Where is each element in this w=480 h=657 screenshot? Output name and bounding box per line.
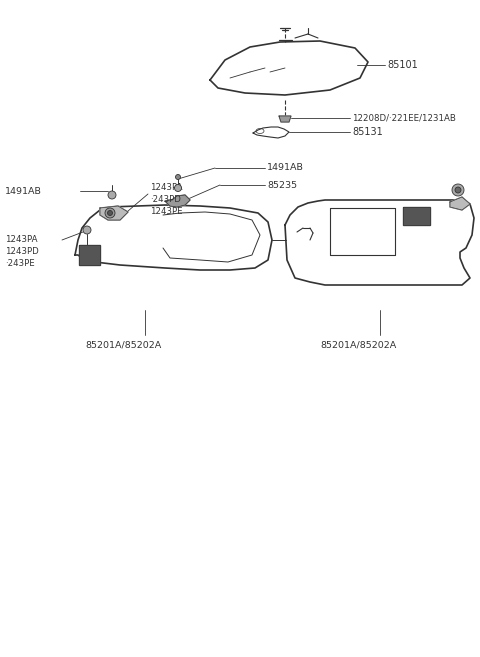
Text: 85201A/85202A: 85201A/85202A — [85, 340, 161, 350]
Text: ·243PD: ·243PD — [150, 196, 181, 204]
Text: 1243PA: 1243PA — [5, 235, 37, 244]
Text: 1491AB: 1491AB — [5, 187, 42, 196]
Circle shape — [176, 175, 180, 179]
Polygon shape — [279, 116, 291, 122]
Circle shape — [108, 191, 116, 199]
Circle shape — [108, 210, 112, 215]
Text: 1243PE: 1243PE — [150, 208, 182, 217]
Ellipse shape — [256, 129, 264, 133]
Circle shape — [83, 226, 91, 234]
Polygon shape — [450, 197, 470, 210]
Text: 1243PD: 1243PD — [5, 248, 39, 256]
Polygon shape — [403, 207, 430, 225]
Text: 1243PA: 1243PA — [150, 183, 182, 193]
Polygon shape — [100, 206, 128, 220]
Polygon shape — [79, 245, 100, 265]
Text: 85131: 85131 — [352, 127, 383, 137]
Text: 12208D/·221EE/1231AB: 12208D/·221EE/1231AB — [352, 114, 456, 122]
Circle shape — [175, 185, 181, 191]
Circle shape — [452, 184, 464, 196]
Text: 85201A/85202A: 85201A/85202A — [320, 340, 396, 350]
Text: 85235: 85235 — [267, 181, 297, 189]
Circle shape — [105, 208, 115, 218]
Polygon shape — [165, 195, 190, 207]
Text: ·243PE: ·243PE — [5, 260, 35, 269]
Text: 85101: 85101 — [387, 60, 418, 70]
Circle shape — [455, 187, 461, 193]
Text: 1491AB: 1491AB — [267, 164, 304, 173]
